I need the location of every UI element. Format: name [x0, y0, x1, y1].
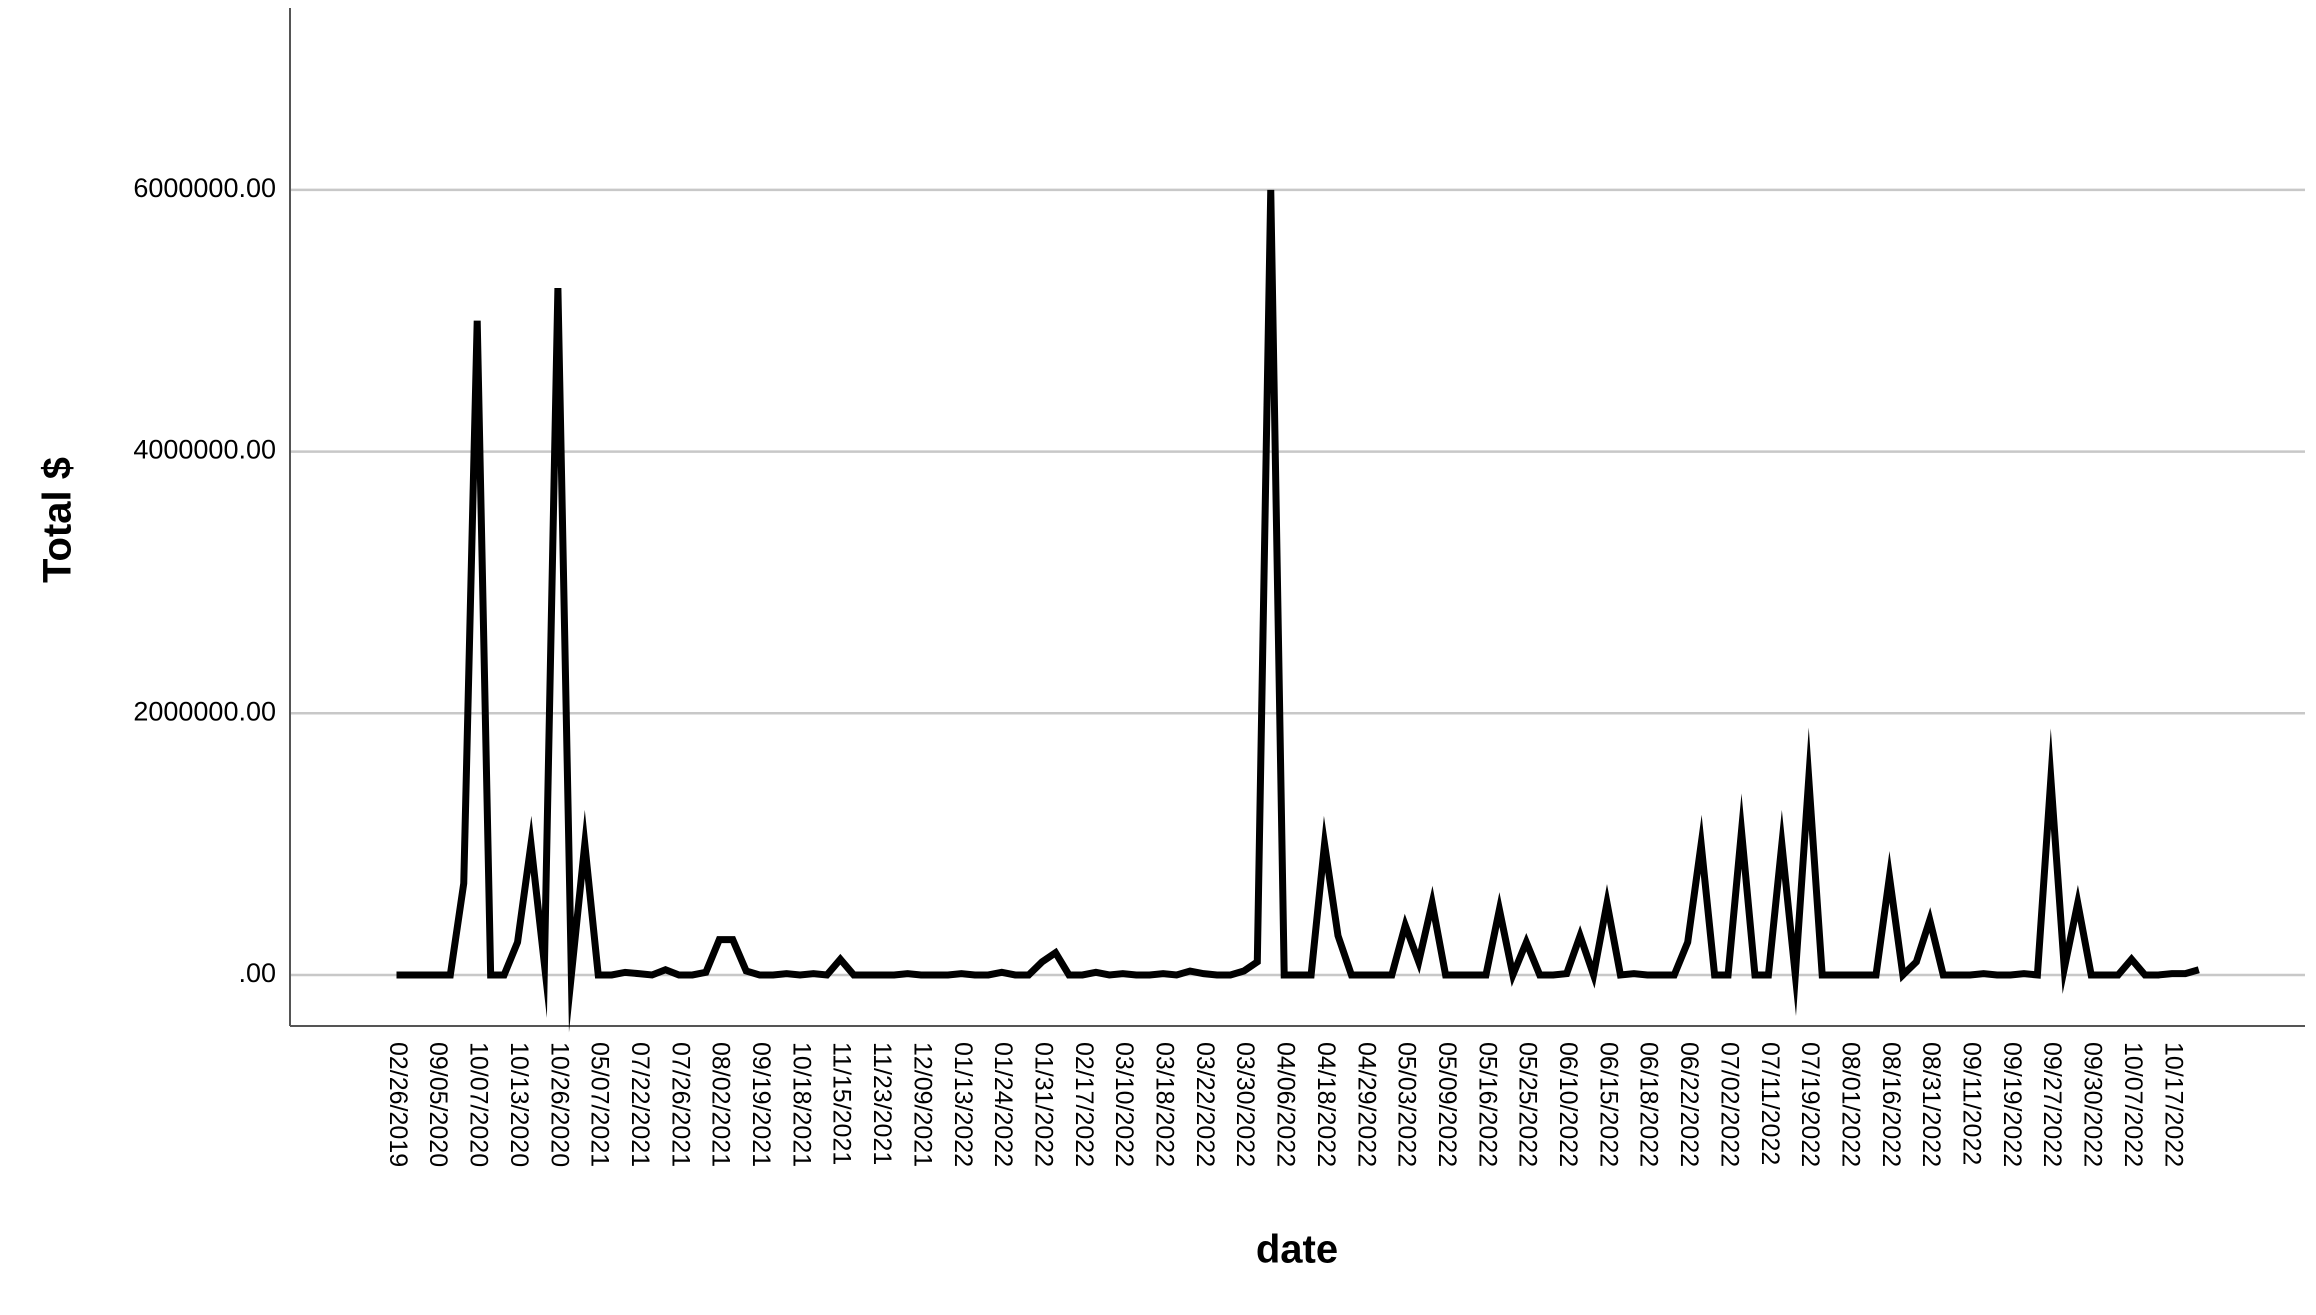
y-axis-title: Total $: [36, 457, 80, 583]
x-tick-label: 02/26/2019: [384, 1042, 412, 1167]
x-tick-label: 01/31/2022: [1029, 1042, 1057, 1167]
x-tick-label: 10/13/2020: [505, 1042, 533, 1167]
x-tick-label: 09/11/2022: [1958, 1042, 1986, 1165]
x-axis-title: date: [1256, 1228, 1338, 1272]
x-tick-label: 05/25/2022: [1514, 1042, 1542, 1167]
x-tick-label: 08/01/2022: [1836, 1042, 1864, 1167]
data-line: [396, 189, 2200, 1033]
x-tick-label: 05/09/2022: [1433, 1042, 1461, 1167]
x-tick-label: 08/02/2021: [707, 1042, 735, 1167]
x-tick-label: 05/03/2022: [1393, 1042, 1421, 1167]
x-tick-label: 03/10/2022: [1110, 1042, 1138, 1167]
x-tick-label: 04/18/2022: [1312, 1042, 1340, 1167]
x-tick-label: 12/09/2021: [908, 1042, 936, 1167]
x-tick-label: 11/23/2021: [868, 1042, 896, 1165]
x-tick-label: 04/06/2022: [1272, 1042, 1300, 1167]
x-tick-label: 01/24/2022: [989, 1042, 1017, 1167]
x-tick-label: 02/17/2022: [1070, 1042, 1098, 1167]
x-tick-label: 10/07/2020: [465, 1042, 493, 1167]
y-tick-label: 2000000.00: [133, 696, 276, 726]
x-tick-label: 05/16/2022: [1473, 1042, 1501, 1167]
x-tick-label: 09/05/2020: [424, 1042, 452, 1167]
x-tick-label: 06/18/2022: [1635, 1042, 1663, 1167]
x-tick-label: 07/19/2022: [1796, 1042, 1824, 1167]
x-tick-label: 06/15/2022: [1594, 1042, 1622, 1167]
x-tick-label: 03/30/2022: [1231, 1042, 1259, 1167]
x-tick-label: 03/18/2022: [1151, 1042, 1179, 1167]
x-tick-label: 09/19/2021: [747, 1042, 775, 1167]
x-tick-label: 07/11/2022: [1756, 1042, 1784, 1165]
y-tick-label: .00: [238, 958, 276, 988]
x-tick-label: 04/29/2022: [1352, 1042, 1380, 1167]
x-tick-label: 03/22/2022: [1191, 1042, 1219, 1167]
y-tick-label: 4000000.00: [133, 435, 276, 465]
x-tick-label: 07/22/2021: [626, 1042, 654, 1167]
x-tick-label: 10/18/2021: [787, 1042, 815, 1167]
x-tick-label: 08/16/2022: [1877, 1042, 1905, 1167]
x-tick-label: 09/27/2022: [2038, 1042, 2066, 1167]
x-tick-label: 11/15/2021: [828, 1042, 856, 1165]
x-tick-label: 06/10/2022: [1554, 1042, 1582, 1167]
x-tick-label: 06/22/2022: [1675, 1042, 1703, 1167]
x-tick-label: 07/02/2022: [1715, 1042, 1743, 1167]
x-tick-label: 08/31/2022: [1917, 1042, 1945, 1167]
x-tick-label: 09/19/2022: [1998, 1042, 2026, 1167]
x-tick-label: 05/07/2021: [586, 1042, 614, 1167]
x-tick-label: 09/30/2022: [2079, 1042, 2107, 1167]
x-tick-label: 07/26/2021: [666, 1042, 694, 1167]
y-tick-label: 6000000.00: [133, 173, 276, 203]
x-tick-label: 10/07/2022: [2119, 1042, 2147, 1167]
x-tick-label: 10/17/2022: [2159, 1042, 2187, 1167]
x-tick-label: 10/26/2020: [545, 1042, 573, 1167]
x-tick-label: 01/13/2022: [949, 1042, 977, 1167]
